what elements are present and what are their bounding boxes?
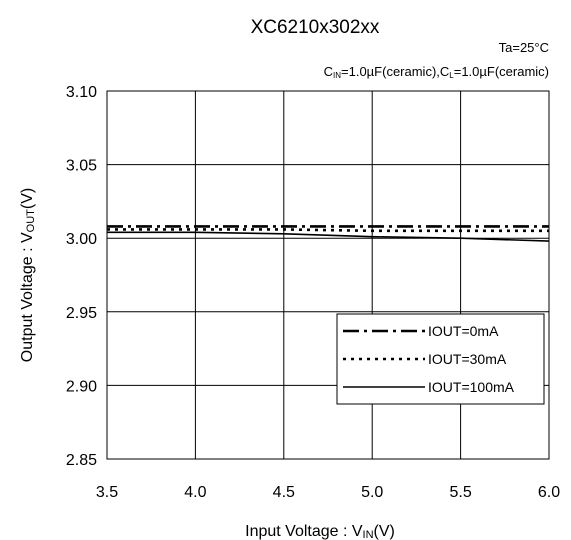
cin-symbol: C <box>324 64 333 79</box>
y-tick-label: 3.10 <box>66 84 97 101</box>
legend-box <box>336 313 545 405</box>
x-tick-label: 5.0 <box>361 484 383 501</box>
x-axis-label-subscript: IN <box>363 529 374 540</box>
legend: IOUT=0mA IOUT=30mA IOUT=100mA <box>336 313 545 405</box>
series-line-iout-100ma <box>107 231 550 242</box>
tick-labels: 3.5 4.0 4.5 5.0 5.5 6.0 3.10 3.05 3.00 2.95 2.90 2.… <box>66 84 560 501</box>
x-axis-label-main: Input Voltage : V <box>245 523 363 540</box>
cl-symbol: C <box>440 64 449 79</box>
series-group <box>107 225 550 242</box>
x-tick-label: 3.5 <box>96 484 118 501</box>
x-tick-label: 6.0 <box>538 484 560 501</box>
y-axis-label: Output Voltage : VOUT(V) <box>19 188 37 362</box>
y-tick-label: 2.95 <box>66 305 97 322</box>
y-tick-label: 2.85 <box>66 452 97 469</box>
cin-value: =1.0µF(ceramic), <box>341 64 440 79</box>
x-tick-label: 5.5 <box>449 484 471 501</box>
temperature-condition: Ta=25°C <box>499 40 549 55</box>
y-axis-label-main: Output Voltage : V <box>19 232 36 362</box>
cl-subscript: L <box>449 71 454 80</box>
x-axis-label-unit: (V) <box>374 523 395 540</box>
x-tick-label: 4.5 <box>273 484 295 501</box>
x-tick-label: 4.0 <box>184 484 206 501</box>
legend-label: IOUT=30mA <box>428 351 507 367</box>
legend-label: IOUT=100mA <box>428 379 515 395</box>
y-tick-label: 2.90 <box>66 378 97 395</box>
y-tick-label: 3.05 <box>66 158 97 175</box>
x-axis-label: Input Voltage : VIN(V) <box>245 523 395 540</box>
capacitor-condition: CIN=1.0µF(ceramic),CL=1.0µF(ceramic) <box>324 64 549 80</box>
plot-frame <box>106 90 550 460</box>
y-axis-label-unit: (V) <box>19 188 36 209</box>
y-axis-label-subscript: OUT <box>25 209 37 233</box>
chart-title: XC6210x302xx <box>251 17 380 38</box>
legend-label: IOUT=0mA <box>428 323 499 339</box>
y-tick-label: 3.00 <box>66 231 97 248</box>
series-line-iout-30ma <box>107 228 549 233</box>
cin-subscript: IN <box>333 71 341 80</box>
cl-value: =1.0µF(ceramic) <box>454 64 549 79</box>
